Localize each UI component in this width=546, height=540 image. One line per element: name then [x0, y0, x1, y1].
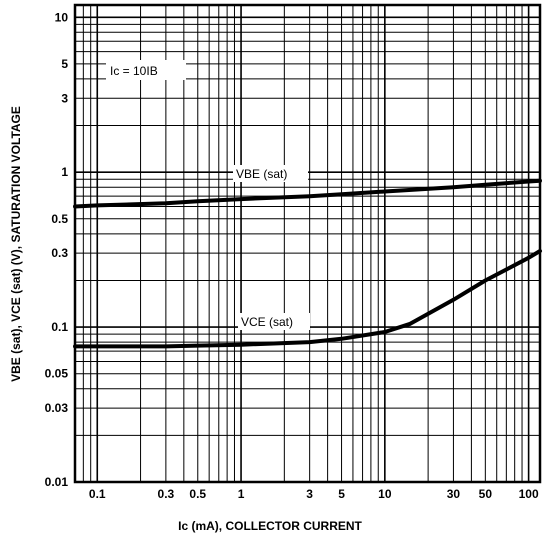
y-tick-label: 0.1 [51, 320, 68, 334]
vce-series-label: VCE (sat) [241, 315, 293, 329]
vbe-label-background [233, 165, 308, 182]
x-tick-label: 0.1 [89, 487, 106, 501]
y-tick-labels: 10 5 3 1 0.5 0.3 0.1 0.05 0.03 0.01 [45, 10, 69, 489]
x-tick-labels: 0.1 0.3 0.5 1 3 5 10 30 50 100 [89, 487, 539, 501]
annotation-background [106, 60, 186, 80]
vce-sat-curve [73, 249, 542, 349]
y-tick-label: 0.01 [45, 475, 69, 489]
grid [75, 5, 540, 483]
y-tick-label: 10 [55, 10, 69, 24]
x-tick-label: 0.3 [158, 487, 175, 501]
x-tick-label: 50 [479, 487, 493, 501]
x-tick-label: 10 [378, 487, 392, 501]
vbe-series-label: VBE (sat) [236, 167, 287, 181]
y-tick-label: 5 [61, 57, 68, 71]
x-tick-label: 30 [447, 487, 461, 501]
plot-frame [73, 3, 542, 484]
curves [73, 178, 542, 349]
y-tick-label: 0.5 [51, 212, 68, 226]
y-tick-label: 0.3 [51, 246, 68, 260]
condition-annotation: Ic = 10IB [110, 64, 158, 78]
x-tick-label: 0.5 [189, 487, 206, 501]
y-tick-label: 0.03 [45, 401, 69, 415]
vbe-sat-curve [73, 178, 542, 209]
x-tick-label: 100 [519, 487, 539, 501]
x-tick-label: 3 [306, 487, 313, 501]
vce-label-background [238, 313, 310, 330]
y-tick-label: 1 [61, 165, 68, 179]
x-tick-label: 1 [238, 487, 245, 501]
y-axis-label: VBE (sat), VCE (sat) (V), SATURATION VOL… [9, 106, 23, 382]
x-axis-label: Ic (mA), COLLECTOR CURRENT [178, 519, 362, 533]
y-tick-label: 0.05 [45, 367, 69, 381]
y-tick-label: 3 [61, 91, 68, 105]
x-tick-label: 5 [338, 487, 345, 501]
